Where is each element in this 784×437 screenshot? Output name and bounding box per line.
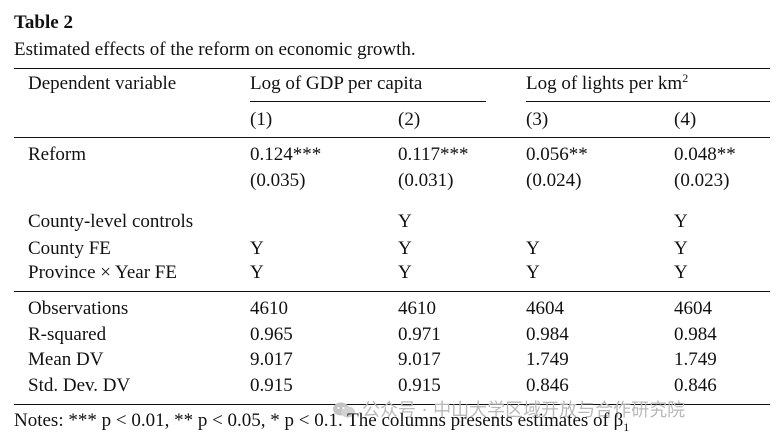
- table-notes: Notes: *** p < 0.01, ** p < 0.05, * p < …: [14, 410, 629, 435]
- header-bottom-rule: [14, 137, 770, 138]
- header-group-gdp: Log of GDP per capita: [250, 73, 423, 94]
- table-cell: Y: [398, 262, 412, 283]
- table-cell: 0.965: [250, 324, 293, 345]
- notes-text: Notes: *** p < 0.01, ** p < 0.05, * p < …: [14, 410, 624, 431]
- table-cell: 0.048**: [674, 144, 736, 165]
- row-label: Reform: [28, 144, 87, 165]
- table-cell: 1.749: [526, 349, 569, 370]
- table-cell: 4610: [398, 298, 436, 319]
- group-rule-gdp: [250, 101, 486, 102]
- column-header: (3): [526, 109, 549, 130]
- mid-rule: [14, 291, 770, 292]
- table-label: Table 2: [14, 12, 73, 33]
- watermark-text: 公众号 · 中山大学区域开放与合作研究院: [362, 400, 686, 421]
- column-header: (4): [674, 109, 697, 130]
- column-header: (1): [250, 109, 273, 130]
- row-label: County FE: [28, 238, 111, 259]
- table-cell: 0.846: [674, 375, 717, 396]
- header-group-lights: Log of lights per km2: [526, 71, 689, 95]
- table-cell: 4610: [250, 298, 288, 319]
- table-cell: Y: [674, 211, 688, 232]
- row-label: Std. Dev. DV: [28, 375, 131, 396]
- top-rule: [14, 68, 770, 69]
- table-cell: 9.017: [250, 349, 293, 370]
- row-label: County-level controls: [28, 211, 194, 232]
- table-cell: 9.017: [398, 349, 441, 370]
- row-label: R-squared: [28, 324, 107, 345]
- table-cell: 4604: [526, 298, 564, 319]
- watermark: 公众号 · 中山大学区域开放与合作研究院: [332, 396, 685, 422]
- wechat-icon: [333, 402, 355, 418]
- header-group-lights-text: Log of lights per km: [526, 73, 683, 94]
- table-cell: 0.124***: [250, 144, 322, 165]
- table-cell: 0.117***: [398, 144, 469, 165]
- table-cell: Y: [250, 262, 264, 283]
- table-cell: Y: [250, 238, 264, 259]
- table-cell: (0.031): [398, 170, 454, 191]
- header-dependent-variable: Dependent variable: [28, 73, 177, 94]
- table-cell: 1.749: [674, 349, 717, 370]
- table-cell: Y: [674, 238, 688, 259]
- table-cell: (0.023): [674, 170, 730, 191]
- table-cell: Y: [674, 262, 688, 283]
- bottom-rule: [14, 404, 770, 405]
- table-cell: 0.971: [398, 324, 441, 345]
- row-label: Mean DV: [28, 349, 104, 370]
- row-label: Observations: [28, 298, 129, 319]
- header-group-lights-sup: 2: [682, 71, 689, 85]
- group-rule-lights: [526, 101, 770, 102]
- row-label: Province × Year FE: [28, 262, 177, 283]
- column-header: (2): [398, 109, 421, 130]
- table-cell: 4604: [674, 298, 712, 319]
- table-cell: 0.915: [250, 375, 293, 396]
- table-caption: Estimated effects of the reform on econo…: [14, 39, 416, 60]
- table-cell: Y: [526, 262, 540, 283]
- table-cell: Y: [398, 211, 412, 232]
- table-cell: Y: [526, 238, 540, 259]
- table-cell: 0.846: [526, 375, 569, 396]
- table-cell: Y: [398, 238, 412, 259]
- table-cell: 0.984: [674, 324, 717, 345]
- table-cell: (0.035): [250, 170, 306, 191]
- table-cell: 0.056**: [526, 144, 588, 165]
- table-cell: (0.024): [526, 170, 582, 191]
- notes-subscript: 1: [623, 419, 630, 434]
- table-cell: 0.984: [526, 324, 569, 345]
- table-cell: 0.915: [398, 375, 441, 396]
